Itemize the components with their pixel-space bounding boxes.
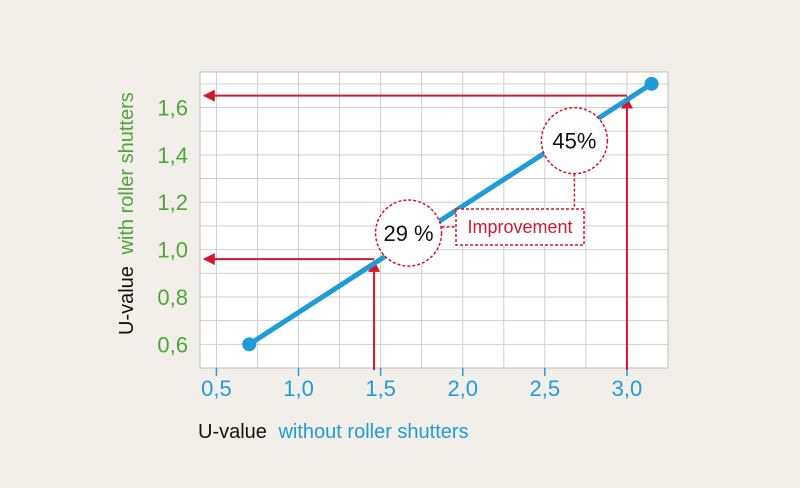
y-tick-label: 1,2	[157, 190, 188, 215]
x-axis-label: U-value without roller shutters	[198, 421, 469, 443]
annotations: 29 % 45% Improvement	[374, 106, 609, 267]
y-tick-label: 1,6	[157, 96, 188, 121]
y-axis-ticks: 0,6 0,8 1,0 1,2 1,4 1,6	[157, 96, 188, 358]
improvement-label: Improvement	[467, 217, 572, 237]
improvement-box	[455, 208, 585, 246]
x-tick-label: 2,5	[530, 376, 561, 401]
x-tick-label: 1,5	[365, 376, 396, 401]
data-point	[242, 337, 257, 352]
y-tick-label: 1,4	[157, 143, 188, 168]
annotation-label: 29 %	[383, 221, 433, 246]
y-axis-label: U-value with roller shutters	[116, 92, 138, 335]
x-tick-label: 1,0	[283, 376, 314, 401]
annotation-label: 45%	[552, 129, 596, 154]
arrows	[202, 89, 633, 370]
annotation-circle	[374, 199, 443, 267]
y-tick-label: 1,0	[157, 238, 188, 263]
x-axis-ticks: 0,5 1,0 1,5 2,0 2,5 3,0	[201, 368, 642, 401]
x-axis-label-suffix: without roller shutters	[277, 421, 468, 443]
x-tick-label: 0,5	[201, 376, 232, 401]
plot-frame	[199, 71, 669, 369]
x-axis-label-prefix: U-value	[198, 421, 267, 443]
y-tick-label: 0,6	[157, 332, 188, 357]
x-tick-label: 2,0	[447, 376, 478, 401]
data-point	[644, 76, 659, 91]
y-axis-label-prefix: U-value	[116, 266, 138, 335]
y-axis-label-suffix: with roller shutters	[116, 92, 138, 255]
y-tick-label: 0,8	[157, 285, 188, 310]
x-tick-label: 3,0	[612, 376, 643, 401]
